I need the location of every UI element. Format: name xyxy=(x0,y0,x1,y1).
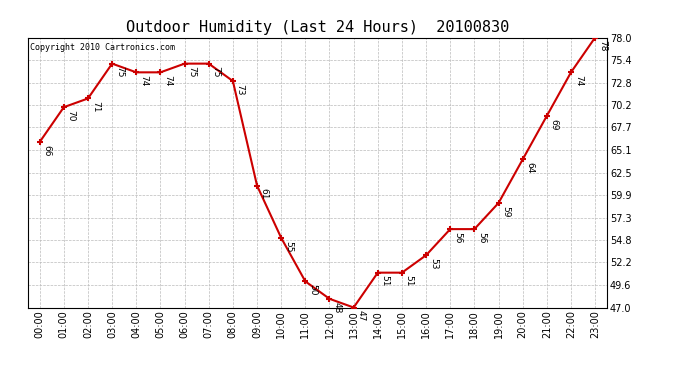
Text: 74: 74 xyxy=(139,75,148,87)
Text: 51: 51 xyxy=(381,276,390,287)
Text: 55: 55 xyxy=(284,241,293,252)
Text: 59: 59 xyxy=(502,206,511,217)
Text: 50: 50 xyxy=(308,284,317,296)
Text: 73: 73 xyxy=(236,84,245,95)
Text: 75: 75 xyxy=(188,66,197,78)
Text: 69: 69 xyxy=(550,118,559,130)
Text: 66: 66 xyxy=(43,145,52,156)
Text: 78: 78 xyxy=(598,40,607,52)
Text: 75: 75 xyxy=(115,66,124,78)
Text: Copyright 2010 Cartronics.com: Copyright 2010 Cartronics.com xyxy=(30,43,175,52)
Text: 56: 56 xyxy=(453,232,462,243)
Text: 48: 48 xyxy=(333,302,342,313)
Text: 64: 64 xyxy=(526,162,535,174)
Text: 47: 47 xyxy=(357,310,366,322)
Text: 56: 56 xyxy=(477,232,486,243)
Text: 51: 51 xyxy=(405,276,414,287)
Title: Outdoor Humidity (Last 24 Hours)  20100830: Outdoor Humidity (Last 24 Hours) 2010083… xyxy=(126,20,509,35)
Text: 74: 74 xyxy=(574,75,583,87)
Text: 75: 75 xyxy=(212,66,221,78)
Text: 70: 70 xyxy=(67,110,76,122)
Text: 74: 74 xyxy=(164,75,172,87)
Text: 53: 53 xyxy=(429,258,438,270)
Text: 61: 61 xyxy=(260,188,269,200)
Text: 71: 71 xyxy=(91,101,100,113)
